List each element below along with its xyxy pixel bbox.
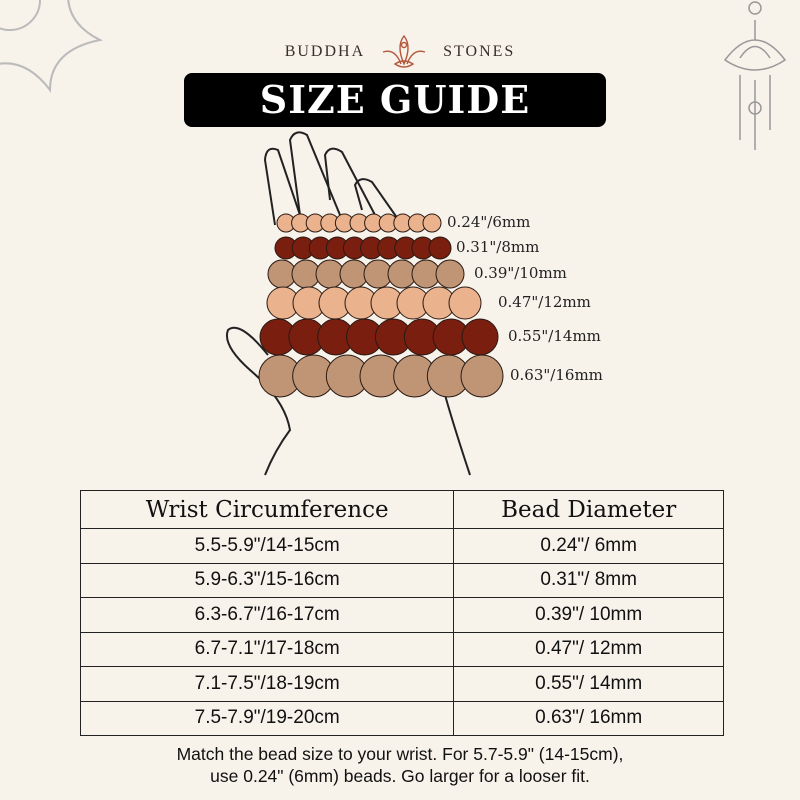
table-row: 7.1-7.5"/18-19cm 0.55"/ 14mm [79, 666, 724, 702]
bead-size-label: 0.31"/8mm [456, 238, 540, 256]
bead-size-label: 0.55"/14mm [508, 327, 601, 345]
bead-diameter-cell: 0.24"/ 6mm [453, 528, 724, 564]
bead-diameter-cell: 0.63"/ 16mm [453, 700, 724, 736]
bead-diameter-cell: 0.39"/ 10mm [453, 597, 724, 633]
header-bead: Bead Diameter [453, 490, 724, 529]
bead-size-label: 0.47"/12mm [498, 293, 591, 311]
table-row: 6.7-7.1"/17-18cm 0.47"/ 12mm [79, 631, 724, 667]
wrist-cell: 5.5-5.9"/14-15cm [79, 528, 455, 564]
note-line: Match the bead size to your wrist. For 5… [176, 744, 624, 764]
bead [428, 236, 452, 260]
mandala-decoration [0, 0, 104, 93]
bead-diameter-cell: 0.31"/ 8mm [453, 562, 724, 598]
brand-right: STONES [443, 43, 516, 60]
bead [435, 259, 465, 289]
bead-size-label: 0.24"/6mm [447, 213, 531, 231]
bead [448, 286, 482, 320]
brand-logo: BUDDHA STONES [0, 34, 800, 70]
wrist-cell: 6.7-7.1"/17-18cm [79, 631, 455, 667]
table-row: 5.5-5.9"/14-15cm 0.24"/ 6mm [79, 528, 724, 564]
brand-left: BUDDHA [284, 43, 366, 60]
bead-diameter-cell: 0.47"/ 12mm [453, 631, 724, 667]
size-table: Wrist Circumference Bead Diameter 5.5-5.… [79, 490, 724, 736]
table-row: 6.3-6.7"/16-17cm 0.39"/ 10mm [79, 597, 724, 633]
note-line: use 0.24" (6mm) beads. Go larger for a l… [210, 766, 590, 786]
hand-outline [226, 131, 471, 476]
wrist-cell: 6.3-6.7"/16-17cm [79, 597, 455, 633]
wrist-cell: 7.1-7.5"/18-19cm [79, 666, 455, 702]
table-header-row: Wrist Circumference Bead Diameter [79, 490, 724, 529]
bead [422, 213, 442, 233]
bead-size-label: 0.39"/10mm [474, 264, 567, 282]
hand-bracelet-illustration [226, 131, 504, 476]
header-wrist: Wrist Circumference [79, 490, 455, 529]
lotus-hanging-decoration [723, 1, 787, 150]
bead [460, 354, 504, 398]
lotus-meditation-icon [382, 34, 426, 68]
table-row: 7.5-7.9"/19-20cm 0.63"/ 16mm [79, 700, 724, 736]
table-row: 5.9-6.3"/15-16cm 0.31"/ 8mm [79, 562, 724, 598]
bead-size-label: 0.63"/16mm [510, 366, 603, 384]
bead [461, 318, 499, 356]
page-title: SIZE GUIDE [184, 73, 606, 127]
bead-diameter-cell: 0.55"/ 14mm [453, 666, 724, 702]
size-note: Match the bead size to your wrist. For 5… [0, 743, 800, 787]
wrist-cell: 7.5-7.9"/19-20cm [79, 700, 455, 736]
wrist-cell: 5.9-6.3"/15-16cm [79, 562, 455, 598]
